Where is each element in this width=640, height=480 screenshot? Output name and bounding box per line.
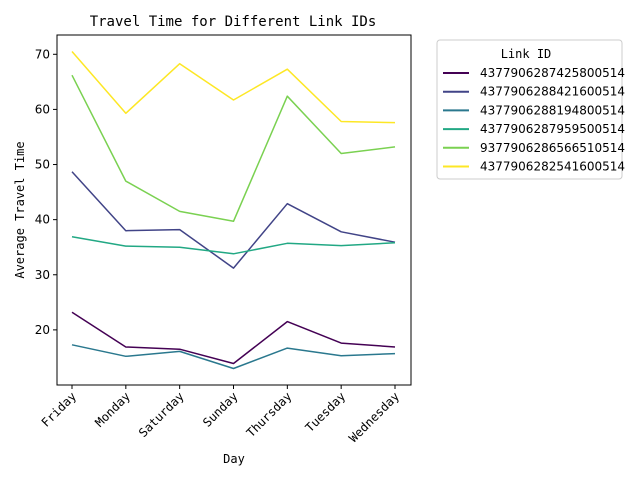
series-line-4: [71, 235, 396, 255]
x-tick-label: Thursday: [244, 389, 295, 440]
legend-items: 4377906287425800514 4377906288421600514 43…: [443, 66, 625, 174]
x-axis: Friday Monday Saturday Sunday Thursday Tuesda…: [39, 385, 402, 445]
x-tick-label: Sunday: [200, 389, 241, 430]
y-axis: 20 30 40 50 60 70: [35, 47, 57, 337]
x-tick-label: Wednesday: [346, 389, 402, 445]
legend-label: 4377906287959500514: [480, 122, 625, 136]
y-tick-label: 50: [35, 158, 50, 172]
x-tick-label: Monday: [92, 389, 133, 430]
x-axis-label: Day: [223, 452, 245, 466]
plot-frame: [56, 34, 412, 386]
y-axis-label: Average Travel Time: [13, 141, 27, 278]
x-tick-label: Saturday: [136, 389, 187, 440]
y-tick-label: 20: [35, 323, 50, 337]
legend-label: 4377906288194800514: [480, 103, 625, 117]
legend-label: 4377906288421600514: [480, 85, 625, 99]
series-lines: [71, 51, 396, 370]
legend-label: 4377906282541600514: [480, 160, 625, 174]
series-line-5: [71, 74, 396, 223]
series-line-3: [71, 344, 396, 370]
legend-title: Link ID: [501, 47, 552, 61]
series-line-1: [71, 311, 396, 365]
x-tick-label: Tuesday: [303, 389, 349, 435]
legend-label: 9377906286566510514: [480, 141, 625, 155]
series-line-6: [71, 51, 396, 124]
chart-title: Travel Time for Different Link IDs: [90, 14, 377, 30]
legend: Link ID 4377906287425800514 4377906288421…: [436, 39, 625, 180]
x-tick-label: Friday: [39, 389, 80, 430]
y-tick-label: 40: [35, 213, 50, 227]
legend-label: 4377906287425800514: [480, 66, 625, 80]
y-tick-label: 30: [35, 268, 50, 282]
y-tick-label: 70: [35, 47, 50, 61]
series-line-2: [71, 171, 396, 269]
y-tick-label: 60: [35, 102, 50, 116]
legend-frame: [436, 39, 623, 180]
